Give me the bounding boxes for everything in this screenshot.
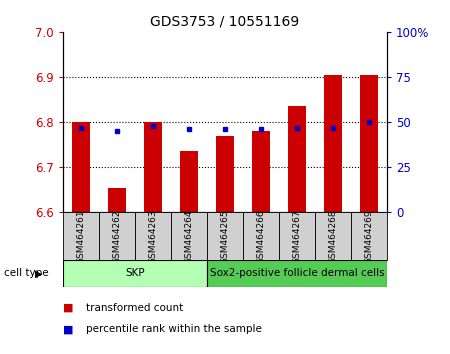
- Text: transformed count: transformed count: [86, 303, 183, 313]
- Bar: [99, 212, 135, 260]
- Bar: [108, 188, 126, 212]
- Text: cell type: cell type: [4, 268, 49, 279]
- Text: ▶: ▶: [35, 268, 42, 279]
- Bar: [180, 152, 198, 212]
- Bar: [135, 212, 171, 260]
- Text: SKP: SKP: [125, 268, 145, 279]
- Bar: [315, 212, 351, 260]
- Bar: [207, 212, 243, 260]
- Bar: [288, 106, 306, 212]
- Bar: [252, 131, 270, 212]
- Bar: [144, 122, 162, 212]
- Text: GSM464264: GSM464264: [184, 209, 194, 263]
- Text: GSM464268: GSM464268: [328, 209, 338, 264]
- Bar: [279, 212, 315, 260]
- Bar: [351, 212, 387, 260]
- Text: percentile rank within the sample: percentile rank within the sample: [86, 324, 261, 334]
- Bar: [324, 75, 342, 212]
- Bar: [63, 260, 207, 287]
- Bar: [243, 212, 279, 260]
- Text: ■: ■: [63, 303, 73, 313]
- Bar: [207, 260, 387, 287]
- Text: GSM464269: GSM464269: [364, 209, 373, 264]
- Text: GSM464263: GSM464263: [148, 209, 157, 264]
- Text: GSM464266: GSM464266: [256, 209, 266, 264]
- Text: GSM464261: GSM464261: [76, 209, 86, 264]
- Text: GSM464262: GSM464262: [112, 209, 122, 263]
- Bar: [63, 212, 99, 260]
- Bar: [216, 136, 234, 212]
- Text: GDS3753 / 10551169: GDS3753 / 10551169: [150, 14, 300, 28]
- Text: ■: ■: [63, 324, 73, 334]
- Text: GSM464267: GSM464267: [292, 209, 302, 264]
- Bar: [360, 75, 378, 212]
- Text: GSM464265: GSM464265: [220, 209, 230, 264]
- Text: Sox2-positive follicle dermal cells: Sox2-positive follicle dermal cells: [210, 268, 384, 279]
- Bar: [72, 122, 90, 212]
- Bar: [171, 212, 207, 260]
